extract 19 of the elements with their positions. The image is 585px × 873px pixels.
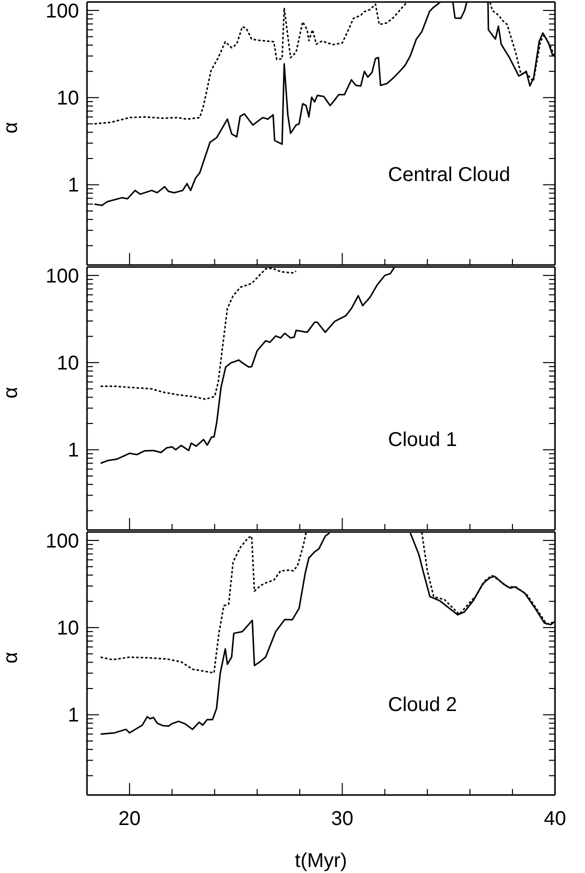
annotation: Cloud 1 [388, 429, 457, 452]
x-axis-title: t(Myr) [294, 850, 348, 872]
x-tick-label: 40 [544, 808, 566, 830]
annotation: Central Cloud [388, 164, 510, 187]
y-tick-label: 1 [68, 440, 79, 462]
y-tick-label: 1 [68, 704, 79, 727]
y-axis-title: α [0, 122, 22, 134]
y-axis-title: α [0, 652, 22, 664]
x-tick-label: 20 [118, 808, 141, 830]
annotation: Cloud 2 [388, 694, 457, 717]
y-tick-label: 100 [46, 0, 79, 22]
y-tick-label: 10 [56, 618, 79, 640]
y-tick-label: 1 [68, 174, 79, 197]
y-tick-label: 100 [46, 530, 79, 552]
y-tick-label: 100 [46, 265, 79, 288]
y-axis-title: α [0, 386, 22, 398]
x-tick-label: 30 [331, 808, 354, 830]
y-tick-label: 10 [56, 352, 79, 375]
y-tick-label: 10 [56, 88, 79, 110]
